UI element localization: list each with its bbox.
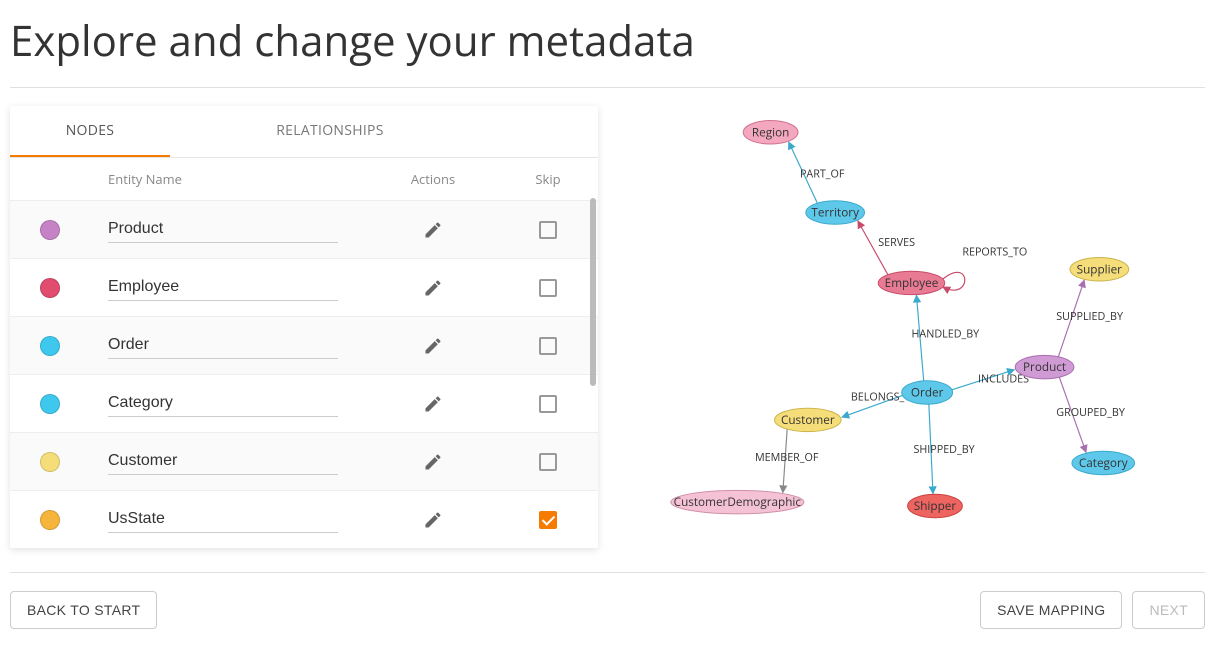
graph-node[interactable]: Product (1015, 355, 1074, 378)
table-row (10, 316, 598, 374)
tabs: NODES RELATIONSHIPS (10, 106, 598, 158)
edge-label: REPORTS_TO (962, 245, 1027, 260)
scrollbar[interactable] (590, 198, 596, 542)
tab-relationships[interactable]: RELATIONSHIPS (170, 106, 490, 157)
color-swatch (40, 510, 60, 530)
header-skip: Skip (498, 170, 598, 188)
header-entity-name: Entity Name (90, 170, 368, 188)
graph-node[interactable]: Customer (775, 408, 842, 431)
table-row (10, 258, 598, 316)
graph-edge[interactable]: MEMBER_OF (755, 428, 819, 492)
graph-node[interactable]: Territory (806, 201, 865, 224)
graph-edge[interactable]: GROUPED_BY (1056, 377, 1126, 453)
entity-name-input[interactable] (108, 274, 338, 301)
graph-edge[interactable]: REPORTS_TO (943, 245, 1027, 291)
edge-label: SERVES (878, 235, 915, 250)
table-header: Entity Name Actions Skip (10, 158, 598, 200)
node-label: Territory (811, 205, 859, 221)
next-button[interactable]: NEXT (1132, 591, 1205, 629)
table-row (10, 432, 598, 490)
tab-nodes[interactable]: NODES (10, 106, 170, 157)
pencil-icon[interactable] (423, 452, 443, 472)
entity-name-input[interactable] (108, 390, 338, 417)
graph-edge[interactable]: INCLUDES (951, 370, 1029, 390)
entity-name-input[interactable] (108, 216, 338, 243)
skip-checkbox[interactable] (539, 395, 557, 413)
entity-name-input[interactable] (108, 448, 338, 475)
graph-edge[interactable]: SUPPLIED_BY (1056, 280, 1124, 357)
skip-checkbox[interactable] (539, 221, 557, 239)
table-row (10, 374, 598, 432)
graph-edge[interactable]: PART_OF (789, 142, 845, 204)
node-label: Customer (781, 412, 835, 428)
color-swatch (40, 278, 60, 298)
graph-node[interactable]: CustomerDemographic (671, 490, 804, 513)
graph-edge[interactable]: HANDLED_BY (912, 295, 981, 381)
graph-edge[interactable]: SERVES (858, 221, 915, 276)
pencil-icon[interactable] (423, 220, 443, 240)
node-label: Employee (885, 275, 939, 291)
header-actions: Actions (368, 170, 498, 188)
skip-checkbox[interactable] (539, 511, 557, 529)
skip-checkbox[interactable] (539, 337, 557, 355)
graph-canvas[interactable]: PART_OFSERVESREPORTS_TOHANDLED_BYBELONGS… (618, 106, 1205, 546)
color-swatch (40, 452, 60, 472)
color-swatch (40, 220, 60, 240)
node-label: Supplier (1077, 261, 1123, 277)
page-title: Explore and change your metadata (10, 0, 1205, 88)
table-row (10, 200, 598, 258)
pencil-icon[interactable] (423, 278, 443, 298)
graph-node[interactable]: Supplier (1070, 258, 1129, 281)
node-label: Product (1023, 359, 1066, 375)
graph-node[interactable]: Shipper (908, 494, 963, 517)
graph-node[interactable]: Category (1072, 451, 1135, 474)
node-label: Order (911, 385, 944, 401)
edge-label: SHIPPED_BY (913, 442, 975, 457)
color-swatch (40, 336, 60, 356)
edge-label: HANDLED_BY (912, 327, 981, 342)
skip-checkbox[interactable] (539, 453, 557, 471)
edge-label: MEMBER_OF (755, 450, 819, 465)
entity-panel: NODES RELATIONSHIPS Entity Name Actions … (10, 106, 598, 548)
node-label: Region (752, 124, 789, 140)
node-label: Shipper (914, 498, 957, 514)
graph-node[interactable]: Order (902, 381, 953, 404)
graph-node[interactable]: Employee (878, 271, 945, 294)
pencil-icon[interactable] (423, 336, 443, 356)
pencil-icon[interactable] (423, 510, 443, 530)
entity-name-input[interactable] (108, 506, 338, 533)
save-mapping-button[interactable]: SAVE MAPPING (980, 591, 1122, 629)
node-label: CustomerDemographic (674, 494, 802, 510)
graph-edge[interactable]: SHIPPED_BY (913, 404, 975, 494)
entity-name-input[interactable] (108, 332, 338, 359)
edge-label: SUPPLIED_BY (1056, 309, 1124, 324)
node-label: Category (1079, 455, 1128, 471)
table-body (10, 200, 598, 548)
footer: BACK TO START SAVE MAPPING NEXT (10, 572, 1205, 647)
back-to-start-button[interactable]: BACK TO START (10, 591, 157, 629)
color-swatch (40, 394, 60, 414)
edge-label: GROUPED_BY (1056, 405, 1126, 420)
graph-node[interactable]: Region (743, 121, 798, 144)
table-row (10, 490, 598, 548)
pencil-icon[interactable] (423, 394, 443, 414)
edge-label: PART_OF (800, 166, 845, 181)
skip-checkbox[interactable] (539, 279, 557, 297)
